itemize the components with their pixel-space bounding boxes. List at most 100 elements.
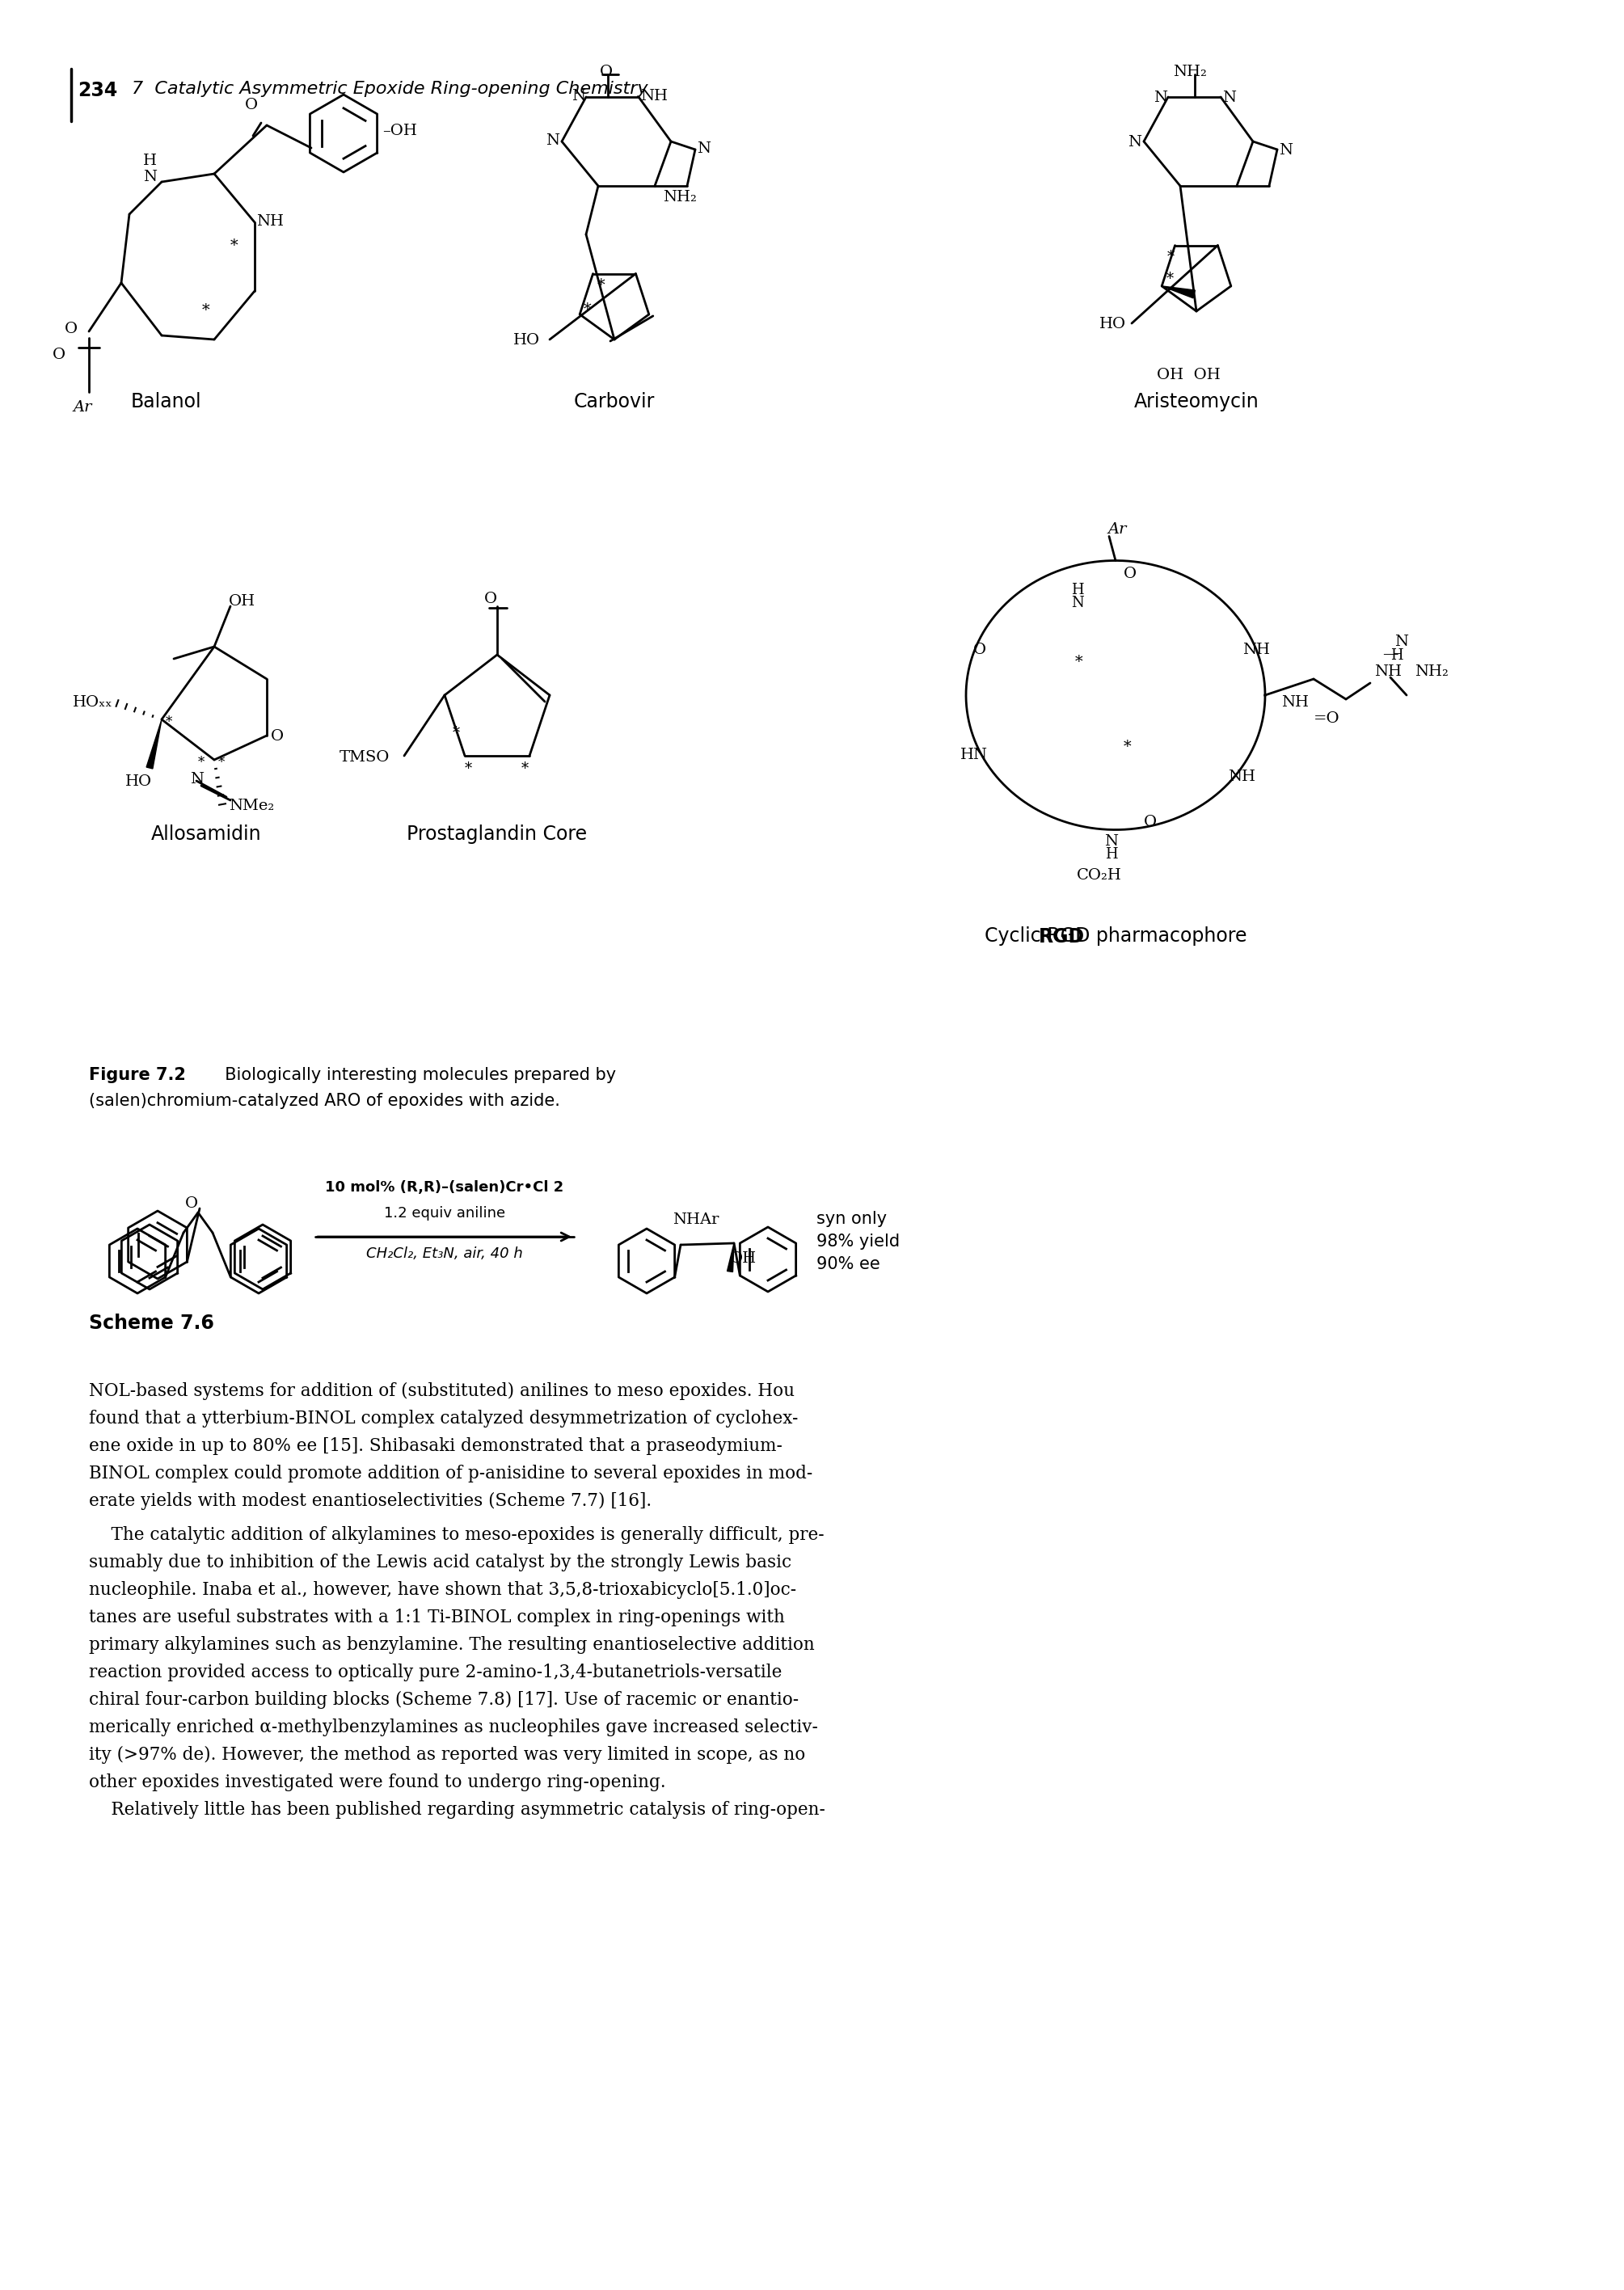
Text: N: N bbox=[1278, 142, 1293, 158]
Text: Aristeomycin: Aristeomycin bbox=[1134, 392, 1259, 412]
Text: *: * bbox=[583, 302, 591, 316]
Text: O: O bbox=[52, 348, 65, 362]
Text: H: H bbox=[1072, 584, 1083, 598]
Text: O: O bbox=[65, 321, 78, 337]
Text: *: * bbox=[198, 756, 205, 769]
Text: N: N bbox=[1072, 595, 1083, 611]
Text: HO: HO bbox=[513, 332, 541, 348]
Text: O: O bbox=[271, 728, 284, 744]
Text: Figure 7.2: Figure 7.2 bbox=[89, 1067, 185, 1083]
Text: 98% yield: 98% yield bbox=[817, 1234, 900, 1250]
Text: N: N bbox=[1223, 92, 1236, 105]
Text: NH₂: NH₂ bbox=[663, 190, 697, 204]
Text: CH₂Cl₂, Et₃N, air, 40 h: CH₂Cl₂, Et₃N, air, 40 h bbox=[367, 1246, 523, 1262]
Text: =O: =O bbox=[1314, 712, 1340, 726]
Text: OH: OH bbox=[729, 1250, 757, 1266]
Text: chiral four-carbon building blocks (Scheme 7.8) [17]. Use of racemic or enantio-: chiral four-carbon building blocks (Sche… bbox=[89, 1690, 799, 1708]
Text: RGD: RGD bbox=[1039, 927, 1085, 946]
Text: N: N bbox=[572, 89, 585, 103]
Text: HO: HO bbox=[125, 774, 153, 790]
Text: Prostaglandin Core: Prostaglandin Core bbox=[408, 824, 588, 845]
Text: CO₂H: CO₂H bbox=[1077, 868, 1122, 884]
Text: 1.2 equiv aniline: 1.2 equiv aniline bbox=[383, 1207, 505, 1221]
Text: H: H bbox=[143, 153, 158, 167]
Text: O: O bbox=[185, 1195, 198, 1211]
Text: N: N bbox=[1127, 135, 1142, 149]
Polygon shape bbox=[1161, 286, 1195, 298]
Text: BINOL complex could promote addition of p-anisidine to several epoxides in mod-: BINOL complex could promote addition of … bbox=[89, 1466, 812, 1482]
Text: Cyclic RGD pharmacophore: Cyclic RGD pharmacophore bbox=[984, 927, 1247, 946]
Text: ity (>97% de). However, the method as reported was very limited in scope, as no: ity (>97% de). However, the method as re… bbox=[89, 1745, 806, 1763]
Text: *: * bbox=[231, 238, 239, 252]
Text: N: N bbox=[546, 133, 559, 149]
Text: O: O bbox=[1124, 568, 1137, 582]
Text: The catalytic addition of alkylamines to meso-epoxides is generally difficult, p: The catalytic addition of alkylamines to… bbox=[89, 1525, 825, 1543]
Text: NH₂: NH₂ bbox=[1415, 664, 1449, 680]
Text: Balanol: Balanol bbox=[130, 392, 201, 412]
Text: N: N bbox=[190, 772, 203, 785]
Text: ene oxide in up to 80% ee [15]. Shibasaki demonstrated that a praseodymium-: ene oxide in up to 80% ee [15]. Shibasak… bbox=[89, 1438, 783, 1454]
Text: OH: OH bbox=[229, 593, 255, 609]
Text: erate yields with modest enantioselectivities (Scheme 7.7) [16].: erate yields with modest enantioselectiv… bbox=[89, 1493, 651, 1509]
Text: N: N bbox=[1153, 92, 1168, 105]
Text: Ar: Ar bbox=[1108, 522, 1127, 536]
Polygon shape bbox=[146, 719, 162, 769]
Text: N: N bbox=[1395, 634, 1408, 648]
Text: *: * bbox=[453, 726, 460, 740]
Text: NMe₂: NMe₂ bbox=[229, 799, 274, 813]
Text: NH: NH bbox=[1228, 769, 1255, 785]
Text: *: * bbox=[1166, 273, 1173, 286]
Text: O: O bbox=[973, 643, 986, 657]
Text: O: O bbox=[484, 591, 497, 607]
Text: 10 mol% (R,R)–(salen)Cr•Cl 2: 10 mol% (R,R)–(salen)Cr•Cl 2 bbox=[325, 1179, 564, 1195]
Text: other epoxides investigated were found to undergo ring-opening.: other epoxides investigated were found t… bbox=[89, 1772, 666, 1791]
Text: O: O bbox=[599, 64, 612, 80]
Text: N: N bbox=[1104, 834, 1119, 847]
Text: N: N bbox=[143, 169, 158, 183]
Text: H: H bbox=[1390, 648, 1403, 662]
Text: sumably due to inhibition of the Lewis acid catalyst by the strongly Lewis basic: sumably due to inhibition of the Lewis a… bbox=[89, 1553, 791, 1571]
Text: (salen)chromium-catalyzed ARO of epoxides with azide.: (salen)chromium-catalyzed ARO of epoxide… bbox=[89, 1092, 560, 1108]
Text: NH: NH bbox=[1281, 696, 1309, 710]
Text: *: * bbox=[598, 277, 604, 293]
Text: NH: NH bbox=[1242, 643, 1270, 657]
Text: *: * bbox=[521, 763, 529, 776]
Text: Ar: Ar bbox=[73, 401, 91, 414]
Text: merically enriched α-methylbenzylamines as nucleophiles gave increased selectiv-: merically enriched α-methylbenzylamines … bbox=[89, 1718, 818, 1736]
Text: —: — bbox=[1382, 646, 1398, 662]
Text: reaction provided access to optically pure 2-amino-1,3,4-butanetriols-versatile: reaction provided access to optically pu… bbox=[89, 1663, 783, 1681]
Text: NH: NH bbox=[640, 89, 667, 103]
Text: Carbovir: Carbovir bbox=[573, 392, 654, 412]
Text: N: N bbox=[697, 142, 711, 156]
Text: nucleophile. Inaba et al., however, have shown that 3,5,8-trioxabicyclo[5.1.0]oc: nucleophile. Inaba et al., however, have… bbox=[89, 1580, 796, 1598]
Text: TMSO: TMSO bbox=[339, 751, 390, 765]
Text: HOₓₓ: HOₓₓ bbox=[73, 696, 112, 710]
Text: *: * bbox=[166, 714, 172, 728]
Text: 90% ee: 90% ee bbox=[817, 1257, 880, 1273]
Text: H: H bbox=[1106, 847, 1117, 861]
Text: NHAr: NHAr bbox=[672, 1211, 719, 1227]
Text: primary alkylamines such as benzylamine. The resulting enantioselective addition: primary alkylamines such as benzylamine.… bbox=[89, 1635, 815, 1653]
Text: *: * bbox=[1168, 250, 1174, 263]
Text: HO: HO bbox=[1099, 316, 1125, 332]
Text: Allosamidin: Allosamidin bbox=[151, 824, 261, 845]
Text: NH: NH bbox=[257, 215, 284, 229]
Text: NH: NH bbox=[1374, 664, 1402, 680]
Text: *: * bbox=[218, 756, 226, 769]
Text: Scheme 7.6: Scheme 7.6 bbox=[89, 1314, 214, 1333]
Text: Biologically interesting molecules prepared by: Biologically interesting molecules prepa… bbox=[214, 1067, 615, 1083]
Text: *: * bbox=[1075, 655, 1083, 669]
Text: 7  Catalytic Asymmetric Epoxide Ring-opening Chemistry: 7 Catalytic Asymmetric Epoxide Ring-open… bbox=[132, 80, 648, 96]
Text: syn only: syn only bbox=[817, 1211, 887, 1227]
Text: found that a ytterbium-BINOL complex catalyzed desymmetrization of cyclohex-: found that a ytterbium-BINOL complex cat… bbox=[89, 1411, 797, 1427]
Text: –OH: –OH bbox=[382, 124, 417, 137]
Text: HN: HN bbox=[960, 747, 987, 763]
Text: O: O bbox=[245, 98, 258, 112]
Text: OH  OH: OH OH bbox=[1156, 369, 1220, 382]
Text: *: * bbox=[464, 763, 473, 776]
Text: 234: 234 bbox=[78, 80, 117, 101]
Text: Relatively little has been published regarding asymmetric catalysis of ring-open: Relatively little has been published reg… bbox=[89, 1800, 825, 1818]
Text: tanes are useful substrates with a 1:1 Ti-BINOL complex in ring-openings with: tanes are useful substrates with a 1:1 T… bbox=[89, 1608, 784, 1626]
Text: *: * bbox=[1124, 740, 1132, 753]
Text: NH₂: NH₂ bbox=[1173, 64, 1207, 80]
